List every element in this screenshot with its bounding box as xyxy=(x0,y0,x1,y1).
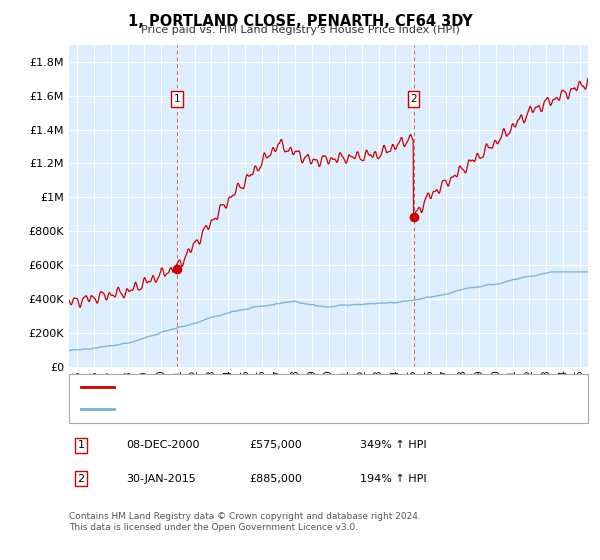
Text: 1: 1 xyxy=(173,94,180,104)
Text: 1, PORTLAND CLOSE, PENARTH, CF64 3DY: 1, PORTLAND CLOSE, PENARTH, CF64 3DY xyxy=(128,14,472,29)
Text: £575,000: £575,000 xyxy=(249,440,302,450)
Text: Price paid vs. HM Land Registry's House Price Index (HPI): Price paid vs. HM Land Registry's House … xyxy=(140,25,460,35)
Text: 1: 1 xyxy=(77,440,85,450)
Text: 194% ↑ HPI: 194% ↑ HPI xyxy=(360,474,427,484)
Text: £885,000: £885,000 xyxy=(249,474,302,484)
Text: 2: 2 xyxy=(410,94,417,104)
Text: 1, PORTLAND CLOSE, PENARTH, CF64 3DY (detached house): 1, PORTLAND CLOSE, PENARTH, CF64 3DY (de… xyxy=(120,382,433,393)
Text: HPI: Average price, detached house, Vale of Glamorgan: HPI: Average price, detached house, Vale… xyxy=(120,404,409,414)
Text: 08-DEC-2000: 08-DEC-2000 xyxy=(126,440,199,450)
Text: 30-JAN-2015: 30-JAN-2015 xyxy=(126,474,196,484)
Text: 2: 2 xyxy=(77,474,85,484)
Text: Contains HM Land Registry data © Crown copyright and database right 2024.
This d: Contains HM Land Registry data © Crown c… xyxy=(69,512,421,532)
Text: 349% ↑ HPI: 349% ↑ HPI xyxy=(360,440,427,450)
